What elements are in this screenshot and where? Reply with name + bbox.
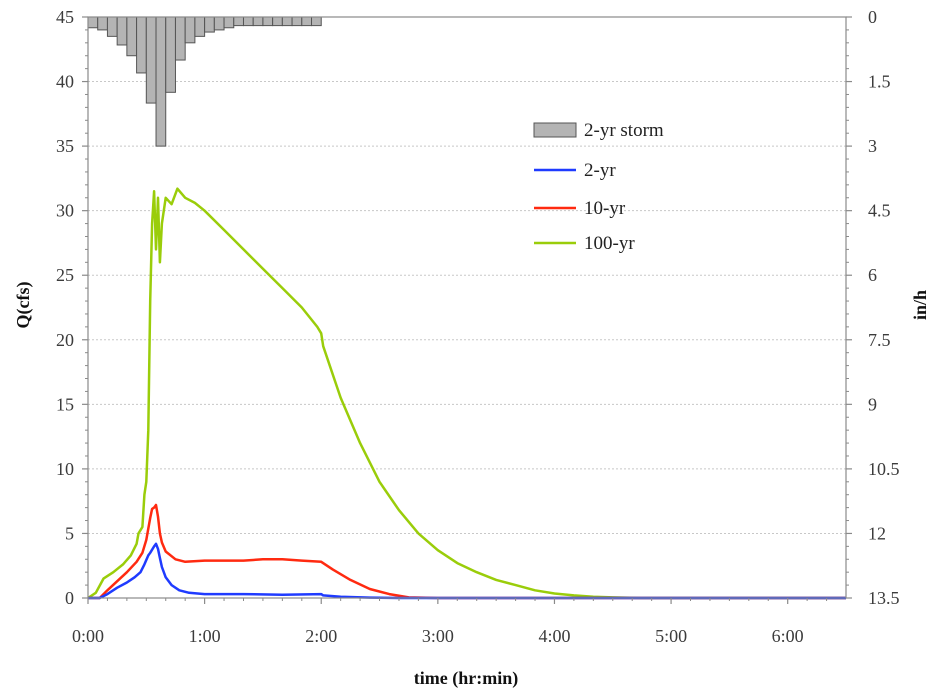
- y2-tick-label: 13.5: [868, 588, 900, 608]
- storm-bar: [301, 16, 313, 27]
- y-tick-label: 20: [56, 330, 74, 350]
- storm-bar: [262, 16, 274, 27]
- y-tick-label: 0: [65, 588, 74, 608]
- storm-bar: [272, 16, 283, 27]
- y-tick-label: 40: [56, 72, 74, 92]
- y-tick-label: 15: [56, 394, 74, 414]
- storm-bar: [184, 16, 196, 44]
- left-y-ticks: 0 5 10 15 20 25 30 35 40 45: [56, 7, 88, 608]
- storm-bar: [311, 16, 322, 27]
- storm-bar: [136, 16, 147, 74]
- legend-label-hundred-yr: 100-yr: [584, 233, 635, 254]
- y2-tick-label: 12: [868, 523, 886, 543]
- x-tick-label: 5:00: [655, 626, 687, 646]
- y2-tick-label: 10.5: [868, 459, 900, 479]
- y-tick-label: 45: [56, 7, 74, 27]
- x-tick-label: 0:00: [72, 626, 104, 646]
- y2-tick-label: 1.5: [868, 72, 891, 92]
- y-tick-label: 10: [56, 459, 74, 479]
- storm-bar: [87, 16, 99, 29]
- y2-axis-title: in/h: [910, 290, 930, 320]
- x-tick-label: 2:00: [305, 626, 337, 646]
- storm-bar: [242, 16, 254, 27]
- x-tick-label: 6:00: [772, 626, 804, 646]
- storm-bar: [155, 16, 167, 147]
- storm-bar: [116, 16, 128, 46]
- x-axis-title: time (hr:min): [414, 668, 518, 689]
- x-ticks: 0:00 1:00 2:00 3:00 4:00 5:00 6:00: [72, 598, 828, 646]
- storm-bar: [213, 16, 225, 31]
- legend-swatch-storm: [533, 122, 577, 138]
- storm-bar: [145, 16, 157, 104]
- storm-bar: [106, 16, 118, 37]
- series-line-two-yr: [88, 542, 846, 600]
- y-axis-title: Q(cfs): [13, 282, 34, 329]
- x-tick-label: 4:00: [538, 626, 570, 646]
- storm-bar: [233, 16, 244, 27]
- legend-label-ten-yr: 10-yr: [584, 198, 626, 219]
- legend: 2-yr storm 2-yr 10-yr 100-yr: [533, 120, 664, 254]
- storm-bar: [97, 16, 108, 31]
- series-line-hundred-yr: [87, 187, 846, 600]
- storm-bar: [291, 16, 303, 27]
- x-tick-label: 1:00: [189, 626, 221, 646]
- plot-border: [87, 16, 847, 599]
- legend-label-storm: 2-yr storm: [584, 120, 664, 141]
- x-tick-label: 3:00: [422, 626, 454, 646]
- series-line-ten-yr: [88, 503, 846, 600]
- storm-bar: [126, 16, 138, 57]
- gridlines: [88, 81, 846, 534]
- y2-tick-label: 4.5: [868, 201, 891, 221]
- storm-bar: [174, 16, 186, 61]
- y-tick-label: 35: [56, 136, 74, 156]
- plot-frame: [87, 16, 847, 599]
- storm-bar: [165, 16, 176, 93]
- y-tick-label: 5: [65, 523, 74, 543]
- y2-tick-label: 6: [868, 265, 877, 285]
- y2-tick-label: 7.5: [868, 330, 891, 350]
- y2-tick-label: 9: [868, 394, 877, 414]
- y-tick-label: 25: [56, 265, 74, 285]
- storm-bar: [223, 16, 235, 29]
- series-lines: [87, 187, 846, 600]
- y2-tick-label: 0: [868, 7, 877, 27]
- y-tick-label: 30: [56, 201, 74, 221]
- y2-tick-label: 3: [868, 136, 877, 156]
- storm-bar: [204, 16, 215, 33]
- storm-bar: [194, 16, 206, 37]
- storm-bar: [281, 16, 293, 27]
- right-y-ticks: 0 1.5 3 4.5 6 7.5 9 10.5 12 13.5: [846, 7, 900, 608]
- storm-bar: [252, 16, 264, 27]
- legend-label-two-yr: 2-yr: [584, 160, 616, 181]
